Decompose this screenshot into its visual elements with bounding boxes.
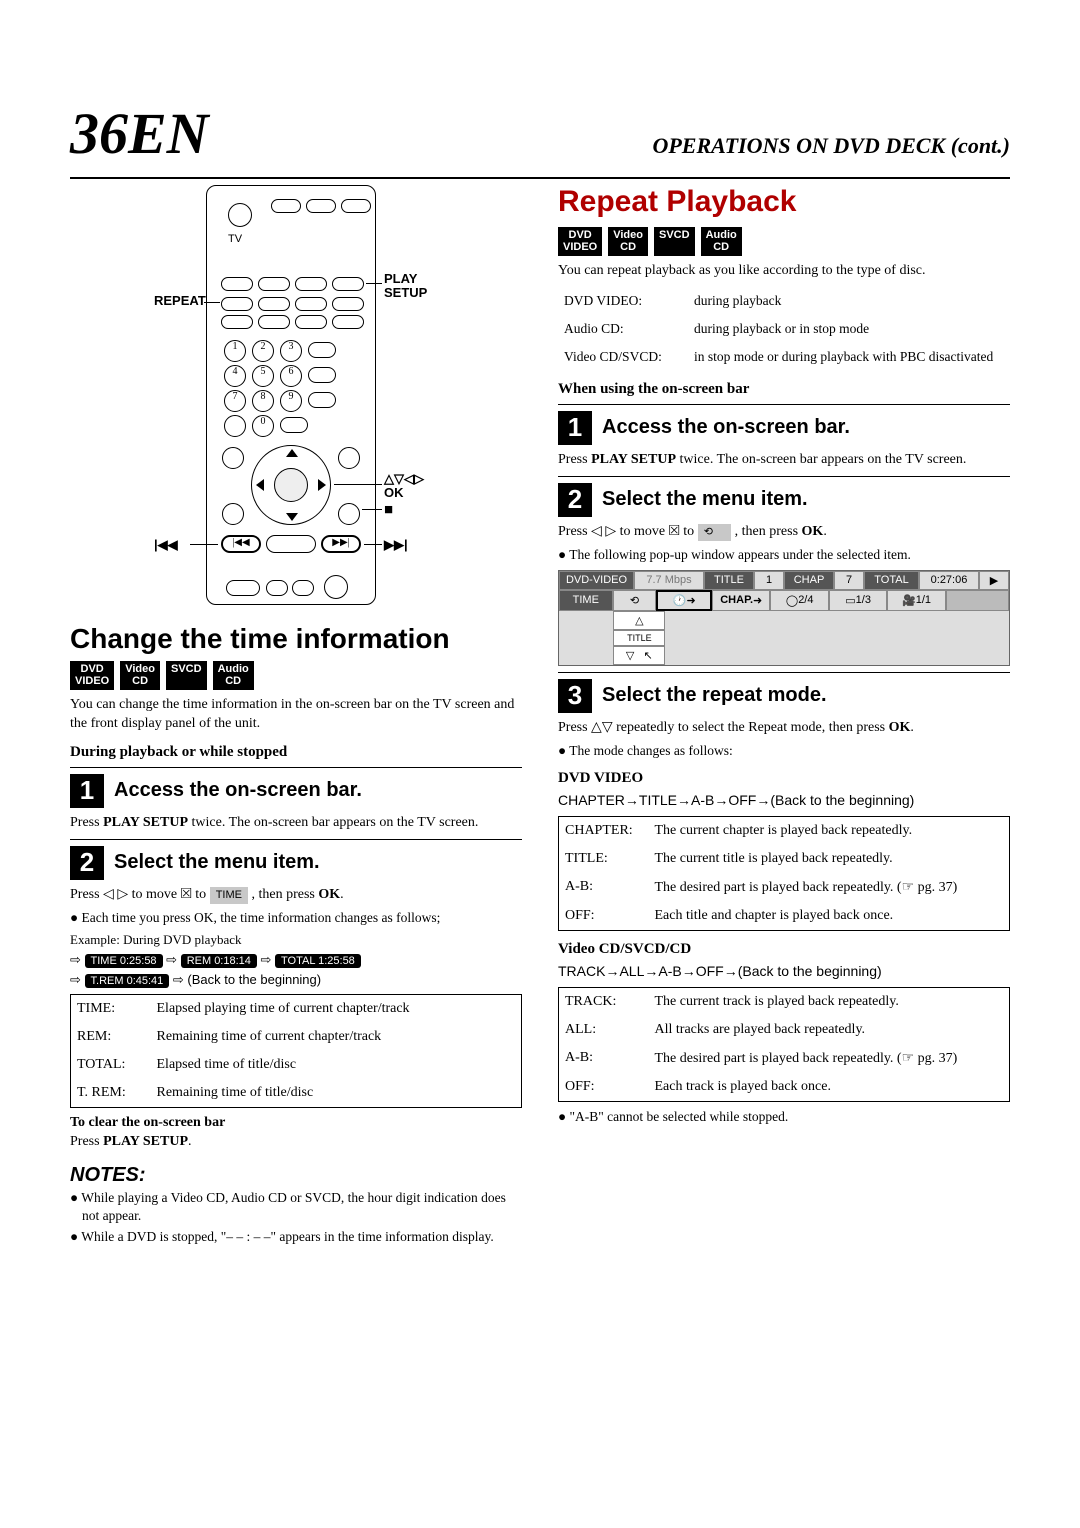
- disc-badges: DVDVIDEO VideoCD SVCD AudioCD: [70, 661, 522, 690]
- tv-label: TV: [228, 233, 242, 245]
- table-row: TOTAL:Elapsed time of title/disc: [71, 1051, 522, 1079]
- next-icon: ▶▶|: [321, 535, 361, 553]
- page-number-value: 36: [70, 101, 128, 166]
- step-title: Select the menu item.: [114, 851, 320, 874]
- step-title: Access the on-screen bar.: [114, 779, 362, 802]
- ok-label: OK: [384, 485, 404, 500]
- notes-heading: NOTES:: [70, 1164, 522, 1187]
- badge-svcd: SVCD: [166, 661, 207, 690]
- right-intro: You can repeat playback as you like acco…: [558, 262, 1010, 281]
- right-section-title: Repeat Playback: [558, 185, 1010, 219]
- step-number: 2: [558, 483, 592, 517]
- table-row: A-B:The desired part is played back repe…: [559, 873, 1010, 902]
- left-step2-body: Press ◁ ▷ to move ⮽ to TIME , then press…: [70, 886, 522, 905]
- disc-badges: DVDVIDEO VideoCD SVCD AudioCD: [558, 227, 1010, 256]
- vcd-repeat-table: TRACK:The current track is played back r…: [558, 987, 1010, 1102]
- right-step-2: 2 Select the menu item.: [558, 483, 1010, 517]
- left-step2-bullet: ● Each time you press OK, the time infor…: [70, 909, 522, 927]
- right-step2-body: Press ◁ ▷ to move ⮽ to ⟲ , then press OK…: [558, 523, 1010, 542]
- right-step1-body: Press PLAY SETUP twice. The on-screen ba…: [558, 451, 1010, 470]
- table-row: A-B:The desired part is played back repe…: [559, 1044, 1010, 1073]
- badge-dvd: DVDVIDEO: [558, 227, 602, 256]
- time-sequence: ⇨ TIME 0:25:58 ⇨ REM 0:18:14 ⇨ TOTAL 1:2…: [70, 952, 522, 968]
- repeat-icon-badge: ⟲: [698, 524, 731, 541]
- ab-footnote: ● "A-B" cannot be selected while stopped…: [558, 1108, 1010, 1126]
- example-label: Example: During DVD playback: [70, 931, 522, 949]
- vcd-label: Video CD/SVCD/CD: [558, 941, 1010, 958]
- page-number: 36EN: [70, 100, 209, 167]
- table-row: TRACK:The current track is played back r…: [559, 987, 1010, 1016]
- step-number: 1: [70, 774, 104, 808]
- left-context: During playback or while stopped: [70, 744, 522, 761]
- right-context: When using the on-screen bar: [558, 381, 1010, 398]
- table-row: Video CD/SVCD:in stop mode or during pla…: [558, 343, 1010, 371]
- time-definitions-table: TIME:Elapsed playing time of current cha…: [70, 994, 522, 1108]
- prev-label: |◀◀: [154, 537, 178, 553]
- section-title: OPERATIONS ON DVD DECK (cont.): [652, 133, 1010, 159]
- osd-bar: DVD-VIDEO 7.7 Mbps TITLE 1 CHAP 7 TOTAL …: [558, 570, 1010, 666]
- step-number: 3: [558, 679, 592, 713]
- remote-diagram: TV 1 2 3 4 5 6 7 8 9: [166, 185, 426, 605]
- table-row: DVD VIDEO:during playback: [558, 287, 1010, 315]
- badge-vcd: VideoCD: [120, 661, 160, 690]
- table-row: TITLE:The current title is played back r…: [559, 845, 1010, 873]
- right-step-1: 1 Access the on-screen bar.: [558, 411, 1010, 445]
- note-item: ● While a DVD is stopped, "– – : – –" ap…: [70, 1228, 522, 1246]
- table-row: OFF:Each track is played back once.: [559, 1073, 1010, 1102]
- left-intro: You can change the time information in t…: [70, 696, 522, 734]
- badge-dvd: DVDVIDEO: [70, 661, 114, 690]
- left-step1-body: Press PLAY SETUP twice. The on-screen ba…: [70, 814, 522, 833]
- table-row: REM:Remaining time of current chapter/tr…: [71, 1023, 522, 1051]
- left-step-1: 1 Access the on-screen bar.: [70, 774, 522, 808]
- clear-instruction: To clear the on-screen bar Press PLAY SE…: [70, 1114, 522, 1152]
- right-step3-body: Press △▽ repeatedly to select the Repeat…: [558, 719, 1010, 738]
- next-label: ▶▶|: [384, 537, 408, 553]
- table-row: OFF:Each title and chapter is played bac…: [559, 902, 1010, 931]
- repeat-label: REPEAT: [154, 293, 206, 308]
- left-step-2: 2 Select the menu item.: [70, 846, 522, 880]
- step-title: Select the repeat mode.: [602, 684, 827, 707]
- step-number: 1: [558, 411, 592, 445]
- badge-svcd: SVCD: [654, 227, 695, 256]
- table-row: Audio CD:during playback or in stop mode: [558, 315, 1010, 343]
- badge-acd: AudioCD: [213, 661, 254, 690]
- left-column: TV 1 2 3 4 5 6 7 8 9: [70, 185, 522, 1248]
- left-section-title: Change the time information: [70, 623, 522, 655]
- right-step-3: 3 Select the repeat mode.: [558, 679, 1010, 713]
- dvd-repeat-table: CHAPTER:The current chapter is played ba…: [558, 816, 1010, 931]
- table-row: TIME:Elapsed playing time of current cha…: [71, 995, 522, 1024]
- stop-icon: ■: [384, 501, 393, 518]
- step-title: Access the on-screen bar.: [602, 416, 850, 439]
- badge-acd: AudioCD: [701, 227, 742, 256]
- dvd-video-label: DVD VIDEO: [558, 770, 1010, 787]
- page-number-suffix: EN: [128, 101, 209, 166]
- time-sequence-2: ⇨ T.REM 0:45:41 ⇨ (Back to the beginning…: [70, 972, 522, 988]
- time-badge: TIME: [210, 887, 248, 904]
- prev-icon: |◀◀: [221, 535, 261, 553]
- table-row: T. REM:Remaining time of title/disc: [71, 1079, 522, 1108]
- table-row: ALL:All tracks are played back repeatedl…: [559, 1016, 1010, 1044]
- right-step2-bullet: ● The following pop-up window appears un…: [558, 546, 1010, 564]
- right-step3-bullet: ● The mode changes as follows:: [558, 742, 1010, 760]
- badge-vcd: VideoCD: [608, 227, 648, 256]
- right-column: Repeat Playback DVDVIDEO VideoCD SVCD Au…: [558, 185, 1010, 1248]
- step-number: 2: [70, 846, 104, 880]
- page-header: 36EN OPERATIONS ON DVD DECK (cont.): [70, 100, 1010, 167]
- table-row: CHAPTER:The current chapter is played ba…: [559, 816, 1010, 845]
- dvd-sequence: CHAPTER→TITLE→A-B→OFF→(Back to the begin…: [558, 791, 1010, 810]
- disc-conditions-table: DVD VIDEO:during playback Audio CD:durin…: [558, 287, 1010, 371]
- note-item: ● While playing a Video CD, Audio CD or …: [70, 1189, 522, 1225]
- vcd-sequence: TRACK→ALL→A-B→OFF→(Back to the beginning…: [558, 962, 1010, 981]
- step-title: Select the menu item.: [602, 488, 808, 511]
